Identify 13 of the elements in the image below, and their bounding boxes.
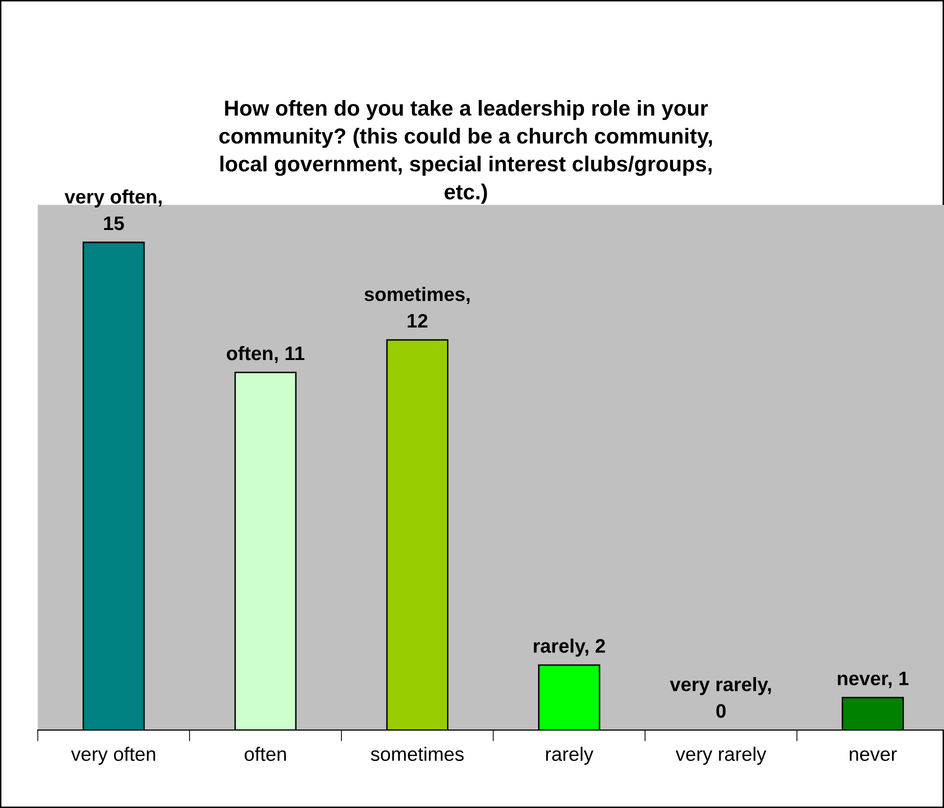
data-label: often, 11 — [226, 346, 304, 364]
x-tick-label: rarely — [546, 746, 594, 765]
x-tick-label: very rarely — [676, 746, 766, 765]
x-tick-label: very often — [71, 746, 156, 765]
data-label: very rarely, 0 — [670, 676, 771, 718]
x-tick-label: never — [850, 750, 897, 761]
data-label: never, 1 — [838, 672, 908, 688]
x-tick-label: often — [244, 746, 286, 761]
data-label: very often, 15 — [64, 189, 162, 230]
data-label: sometimes, 12 — [364, 286, 470, 328]
x-tick-label: sometimes — [370, 746, 464, 761]
data-label: rarely, 2 — [534, 638, 605, 657]
chart-title: How often do you take a leadership role in your community? (this could be a church community, local government, special interest clubs/groups, etc.) — [219, 100, 712, 204]
